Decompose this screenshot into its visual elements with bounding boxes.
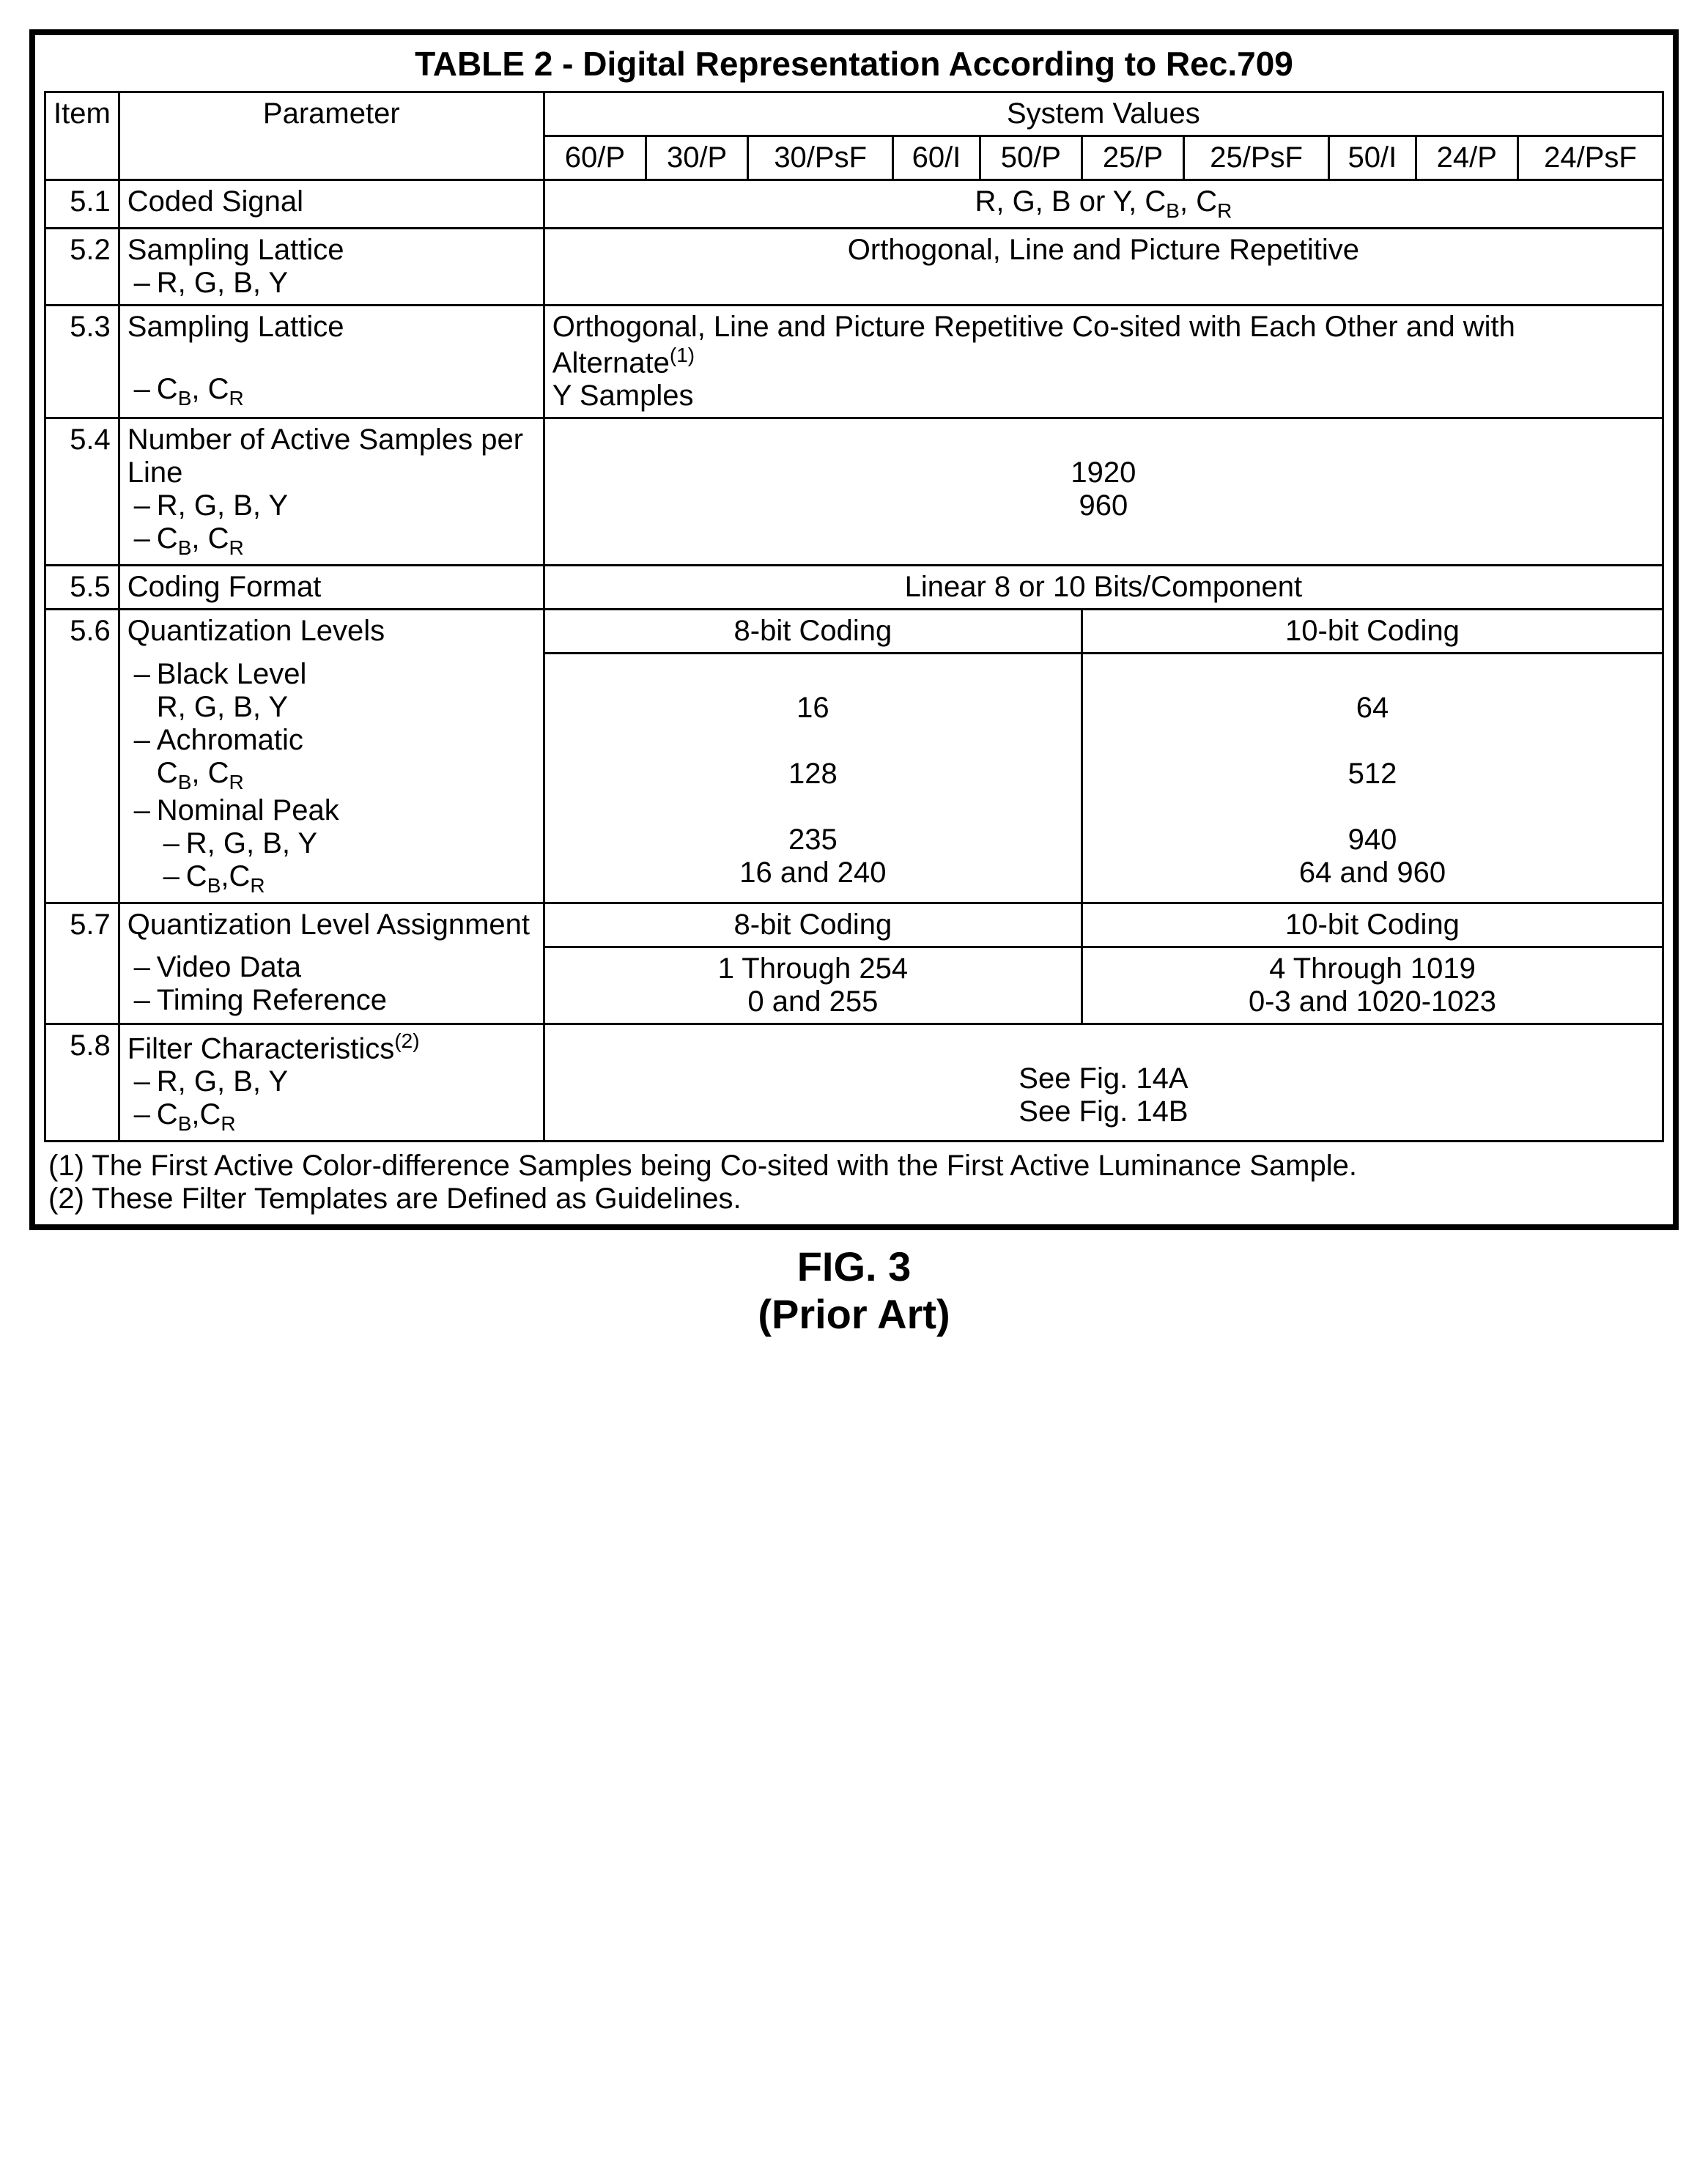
val-5-6-10bit: 64 512 940 64 and 960 xyxy=(1082,654,1663,903)
val-5-7-10bit: 4 Through 1019 0-3 and 1020-1023 xyxy=(1082,947,1663,1024)
val-5-4: 1920 960 xyxy=(544,418,1663,566)
table-frame: TABLE 2 - Digital Representation Accordi… xyxy=(29,29,1679,1230)
header-parameter: Parameter xyxy=(119,92,544,180)
col-25psf: 25/PsF xyxy=(1184,136,1329,180)
footnote-2: (2) These Filter Templates are Defined a… xyxy=(48,1183,1660,1216)
row-5-2: 5.2 Sampling Lattice –R, G, B, Y Orthogo… xyxy=(45,229,1663,306)
row-5-7b: –Video Data –Timing Reference 1 Through … xyxy=(45,947,1663,1024)
item-5-1: 5.1 xyxy=(45,180,119,229)
caption-line-1: FIG. 3 xyxy=(29,1243,1679,1290)
param-5-4: Number of Active Samples per Line –R, G,… xyxy=(119,418,544,566)
val-5-3: Orthogonal, Line and Picture Repetitive … xyxy=(544,306,1663,418)
col-25p: 25/P xyxy=(1082,136,1183,180)
col-24p: 24/P xyxy=(1416,136,1517,180)
param-5-8: Filter Characteristics(2) –R, G, B, Y –C… xyxy=(119,1024,544,1141)
item-5-7: 5.7 xyxy=(45,903,119,947)
row-5-5: 5.5 Coding Format Linear 8 or 10 Bits/Co… xyxy=(45,566,1663,610)
row-5-3: 5.3 Sampling Lattice –CB, CR Orthogonal,… xyxy=(45,306,1663,418)
col-60i: 60/I xyxy=(893,136,980,180)
item-5-6: 5.6 xyxy=(45,610,119,654)
param-5-6: Quantization Levels xyxy=(119,610,544,654)
row-5-6b: –Black Level R, G, B, Y –Achromatic CB, … xyxy=(45,654,1663,903)
item-5-5: 5.5 xyxy=(45,566,119,610)
figure-caption: FIG. 3 (Prior Art) xyxy=(29,1243,1679,1338)
item-5-8: 5.8 xyxy=(45,1024,119,1141)
caption-line-2: (Prior Art) xyxy=(29,1291,1679,1338)
header-row-1: Item Parameter System Values xyxy=(45,92,1663,136)
param-5-1: Coded Signal xyxy=(119,180,544,229)
val-5-2: Orthogonal, Line and Picture Repetitive xyxy=(544,229,1663,306)
col-30p: 30/P xyxy=(646,136,748,180)
param-5-5: Coding Format xyxy=(119,566,544,610)
main-table: Item Parameter System Values 60/P 30/P 3… xyxy=(44,91,1664,1142)
table-title: TABLE 2 - Digital Representation Accordi… xyxy=(35,44,1673,91)
param-5-7: Quantization Level Assignment xyxy=(119,903,544,947)
row-5-7a: 5.7 Quantization Level Assignment 8-bit … xyxy=(45,903,1663,947)
param-5-3: Sampling Lattice –CB, CR xyxy=(119,306,544,418)
h-8bit: 8-bit Coding xyxy=(544,610,1082,654)
val-5-7-8bit: 1 Through 254 0 and 255 xyxy=(544,947,1082,1024)
header-system-values: System Values xyxy=(544,92,1663,136)
col-60p: 60/P xyxy=(544,136,646,180)
item-5-2: 5.2 xyxy=(45,229,119,306)
param-5-7-levels: –Video Data –Timing Reference xyxy=(119,947,544,1024)
val-5-8: See Fig. 14A See Fig. 14B xyxy=(544,1024,1663,1141)
row-5-6a: 5.6 Quantization Levels 8-bit Coding 10-… xyxy=(45,610,1663,654)
item-5-4: 5.4 xyxy=(45,418,119,566)
footnotes: (1) The First Active Color-difference Sa… xyxy=(35,1142,1673,1218)
h-10bit: 10-bit Coding xyxy=(1082,610,1663,654)
col-30psf: 30/PsF xyxy=(748,136,893,180)
col-24psf: 24/PsF xyxy=(1517,136,1663,180)
row-5-8: 5.8 Filter Characteristics(2) –R, G, B, … xyxy=(45,1024,1663,1141)
val-5-5: Linear 8 or 10 Bits/Component xyxy=(544,566,1663,610)
col-50i: 50/I xyxy=(1329,136,1416,180)
h-8bit-57: 8-bit Coding xyxy=(544,903,1082,947)
h-10bit-57: 10-bit Coding xyxy=(1082,903,1663,947)
item-5-3: 5.3 xyxy=(45,306,119,418)
val-5-1: R, G, B or Y, CB, CR xyxy=(544,180,1663,229)
col-50p: 50/P xyxy=(980,136,1082,180)
param-5-6-levels: –Black Level R, G, B, Y –Achromatic CB, … xyxy=(119,654,544,903)
row-5-1: 5.1 Coded Signal R, G, B or Y, CB, CR xyxy=(45,180,1663,229)
row-5-4: 5.4 Number of Active Samples per Line –R… xyxy=(45,418,1663,566)
header-item: Item xyxy=(45,92,119,180)
footnote-1: (1) The First Active Color-difference Sa… xyxy=(48,1150,1660,1183)
val-5-6-8bit: 16 128 235 16 and 240 xyxy=(544,654,1082,903)
param-5-2: Sampling Lattice –R, G, B, Y xyxy=(119,229,544,306)
